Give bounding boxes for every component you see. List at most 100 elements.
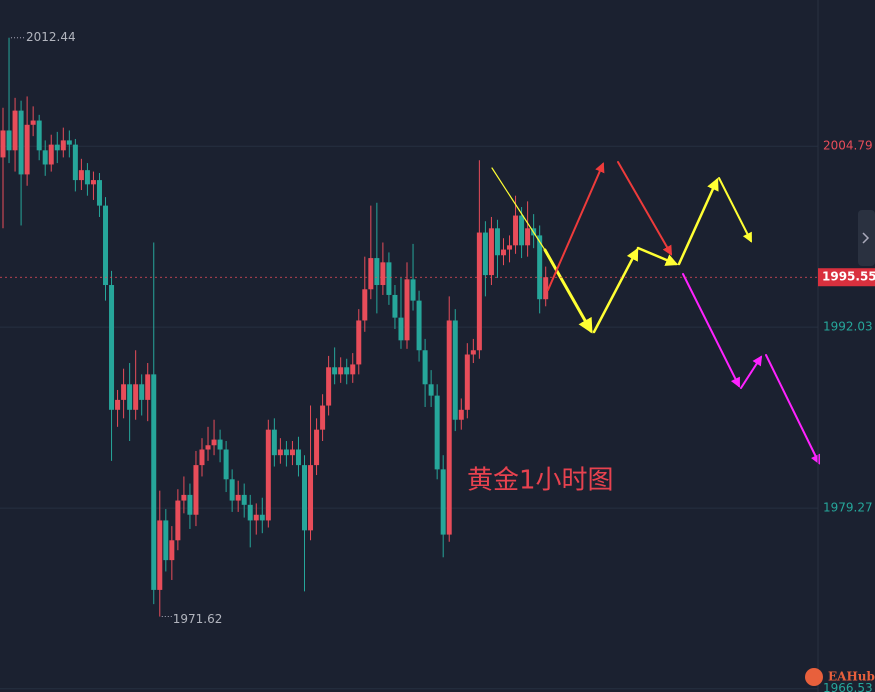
candle-body bbox=[0, 130, 6, 158]
candle-body bbox=[36, 120, 42, 151]
candle-body bbox=[308, 465, 314, 531]
candle-body bbox=[537, 235, 543, 300]
candle-body bbox=[235, 494, 241, 501]
candle-body bbox=[199, 449, 205, 466]
candle-body bbox=[6, 130, 12, 151]
candle-body bbox=[139, 384, 145, 400]
candle-body bbox=[500, 249, 506, 256]
candle-body bbox=[368, 258, 374, 290]
candle-body bbox=[332, 367, 338, 375]
candle-body bbox=[476, 232, 482, 351]
candle-body bbox=[356, 320, 362, 365]
candle-body bbox=[362, 289, 368, 321]
candle-body bbox=[223, 449, 229, 480]
candle-body bbox=[513, 215, 519, 246]
candle-body bbox=[416, 300, 422, 351]
last-price-label: 1995.55 bbox=[822, 270, 875, 284]
candle-body bbox=[84, 170, 90, 185]
candle-body bbox=[66, 140, 72, 145]
y-tick-label: 1966.53 bbox=[823, 681, 873, 692]
arrow bbox=[765, 354, 820, 465]
candle-body bbox=[271, 429, 277, 456]
candle-body bbox=[302, 465, 307, 531]
annotation: 黄金1小时图 bbox=[467, 466, 614, 496]
arrow bbox=[617, 161, 672, 256]
candle-body bbox=[54, 144, 60, 151]
low-label: 1971.62 bbox=[173, 612, 223, 626]
candle-body bbox=[374, 258, 380, 286]
candle-body bbox=[277, 449, 283, 456]
candle-body bbox=[151, 374, 157, 590]
candle-body bbox=[344, 367, 350, 375]
arrow bbox=[682, 273, 740, 388]
candle-body bbox=[350, 364, 356, 375]
candle-body bbox=[386, 262, 392, 295]
candle-body bbox=[229, 479, 235, 501]
candle-body bbox=[211, 439, 217, 446]
candle-body bbox=[338, 367, 344, 375]
candle-body bbox=[283, 449, 289, 456]
candle-body bbox=[525, 228, 531, 246]
candle-body bbox=[24, 124, 30, 175]
candle-body bbox=[265, 429, 271, 521]
candle-body bbox=[18, 110, 24, 175]
arrow bbox=[740, 355, 763, 389]
candle-body bbox=[181, 494, 187, 501]
candle-body bbox=[133, 384, 139, 410]
candle-body bbox=[253, 514, 259, 521]
candle-body bbox=[446, 320, 452, 535]
candle-body bbox=[193, 465, 199, 515]
candle-body bbox=[289, 449, 295, 456]
candle-body bbox=[163, 520, 169, 561]
candle-body bbox=[175, 500, 181, 541]
candle-body bbox=[205, 445, 211, 450]
candle-body bbox=[247, 504, 253, 521]
candle-body bbox=[519, 215, 525, 246]
arrow bbox=[543, 248, 593, 334]
y-tick-label: 1979.27 bbox=[823, 501, 873, 515]
candle-body bbox=[60, 140, 66, 151]
candle-body bbox=[404, 279, 410, 341]
candle-body bbox=[115, 399, 121, 410]
candle-body bbox=[440, 469, 446, 535]
candle-body bbox=[410, 279, 416, 301]
last-price-box bbox=[818, 268, 875, 287]
candle-body bbox=[295, 449, 301, 466]
candle-body bbox=[103, 205, 109, 286]
candle-body bbox=[90, 180, 96, 185]
candle-body bbox=[30, 120, 36, 125]
arrow bbox=[718, 177, 752, 243]
arrow bbox=[592, 247, 639, 334]
candle-body bbox=[241, 494, 247, 505]
candle-body bbox=[326, 367, 332, 406]
candle-body bbox=[109, 285, 115, 410]
logo-text: EAHub bbox=[828, 670, 875, 684]
candle-body bbox=[72, 144, 78, 181]
candle-body bbox=[169, 540, 175, 561]
candle-body bbox=[48, 144, 54, 165]
trend-line bbox=[491, 167, 546, 251]
candle-body bbox=[259, 514, 265, 521]
candle-body bbox=[314, 429, 320, 466]
arrow bbox=[547, 162, 605, 291]
side-toggle[interactable] bbox=[858, 210, 875, 266]
y-tick-label: 2004.79 bbox=[823, 139, 873, 153]
high-label: 2012.44 bbox=[26, 30, 76, 44]
candle-body bbox=[507, 245, 513, 250]
arrow bbox=[636, 246, 679, 266]
candle-body bbox=[78, 170, 84, 181]
candle-body bbox=[458, 409, 464, 420]
candle-body bbox=[470, 350, 476, 355]
candle-body bbox=[464, 354, 470, 410]
candle-body bbox=[187, 494, 193, 515]
arrow bbox=[677, 177, 719, 266]
candle-body bbox=[488, 228, 494, 276]
toggle-icon bbox=[862, 232, 870, 244]
candle-body bbox=[428, 384, 434, 396]
candle-body bbox=[494, 228, 500, 256]
logo-icon bbox=[805, 668, 823, 686]
candle-body bbox=[42, 150, 48, 165]
candle-body bbox=[452, 320, 458, 420]
